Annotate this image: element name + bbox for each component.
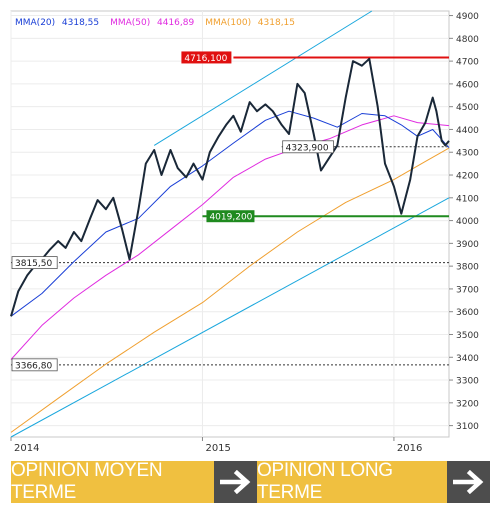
legend-value: 4416,89 (157, 18, 194, 28)
plot-area (10, 10, 450, 438)
marker-label-box (11, 358, 58, 372)
y-tick-label: 4400 (456, 126, 479, 136)
resistance-label: 4716,100 (184, 54, 227, 64)
marker-label: 3815,50 (15, 259, 52, 269)
marker-label-box (11, 256, 58, 270)
legend-value: 4318,15 (258, 18, 295, 28)
y-tick-label: 3700 (456, 285, 479, 295)
y-tick-label: 4500 (456, 103, 479, 113)
legend-label: MMA(100) (205, 18, 251, 28)
marker-label: 3366,80 (15, 361, 52, 371)
opinion-buttons: OPINION MOYEN TERME OPINION LONG TERME (11, 460, 490, 503)
y-tick-label: 3100 (456, 422, 479, 432)
y-tick-label: 4200 (456, 172, 479, 182)
y-tick-label: 4600 (456, 80, 479, 90)
y-tick-label: 3800 (456, 263, 479, 273)
y-tick-label: 3900 (456, 240, 479, 250)
y-tick-label: 4700 (456, 58, 479, 68)
legend-value: 4318,55 (62, 18, 99, 28)
x-tick-label: 2016 (397, 443, 422, 454)
y-tick-label: 3500 (456, 331, 479, 341)
mma20-line (10, 110, 450, 317)
trend-line-lower (10, 197, 450, 438)
y-tick-label: 4900 (456, 12, 479, 22)
support-label: 4019,200 (209, 213, 252, 223)
x-tick-label: 2014 (14, 443, 39, 454)
opinion-long-terme-label: OPINION LONG TERME (257, 460, 447, 503)
price-chart: 3100 3200 3300 3400 3500 3600 3700 3800 3900 4000… (10, 10, 479, 454)
y-tick-label: 3400 (456, 354, 479, 364)
marker-label: 4323,900 (286, 143, 329, 153)
support-label-box (206, 210, 255, 223)
legend-label: MMA(20) (15, 18, 55, 28)
trend-line-upper (153, 10, 373, 146)
marker-label-box (282, 140, 334, 154)
arrow-right-icon (214, 461, 257, 503)
mma50-line (10, 115, 450, 360)
opinion-moyen-terme-button[interactable]: OPINION MOYEN TERME (11, 460, 257, 503)
y-tick-label: 4000 (456, 217, 479, 227)
legend-label: MMA(50) (110, 18, 150, 28)
y-tick-label: 3200 (456, 399, 479, 409)
y-tick-label: 4300 (456, 149, 479, 159)
y-tick-label: 3300 (456, 377, 479, 387)
opinion-moyen-terme-label: OPINION MOYEN TERME (11, 460, 214, 503)
y-tick-label: 4100 (456, 194, 479, 204)
y-tick-label: 4800 (456, 35, 479, 45)
x-tick-label: 2015 (205, 443, 230, 454)
arrow-right-icon (447, 461, 490, 503)
y-tick-label: 3600 (456, 308, 479, 318)
resistance-label-box (181, 51, 232, 64)
price-line (10, 57, 450, 317)
mma100-line (10, 147, 450, 433)
opinion-long-terme-button[interactable]: OPINION LONG TERME (257, 460, 490, 503)
